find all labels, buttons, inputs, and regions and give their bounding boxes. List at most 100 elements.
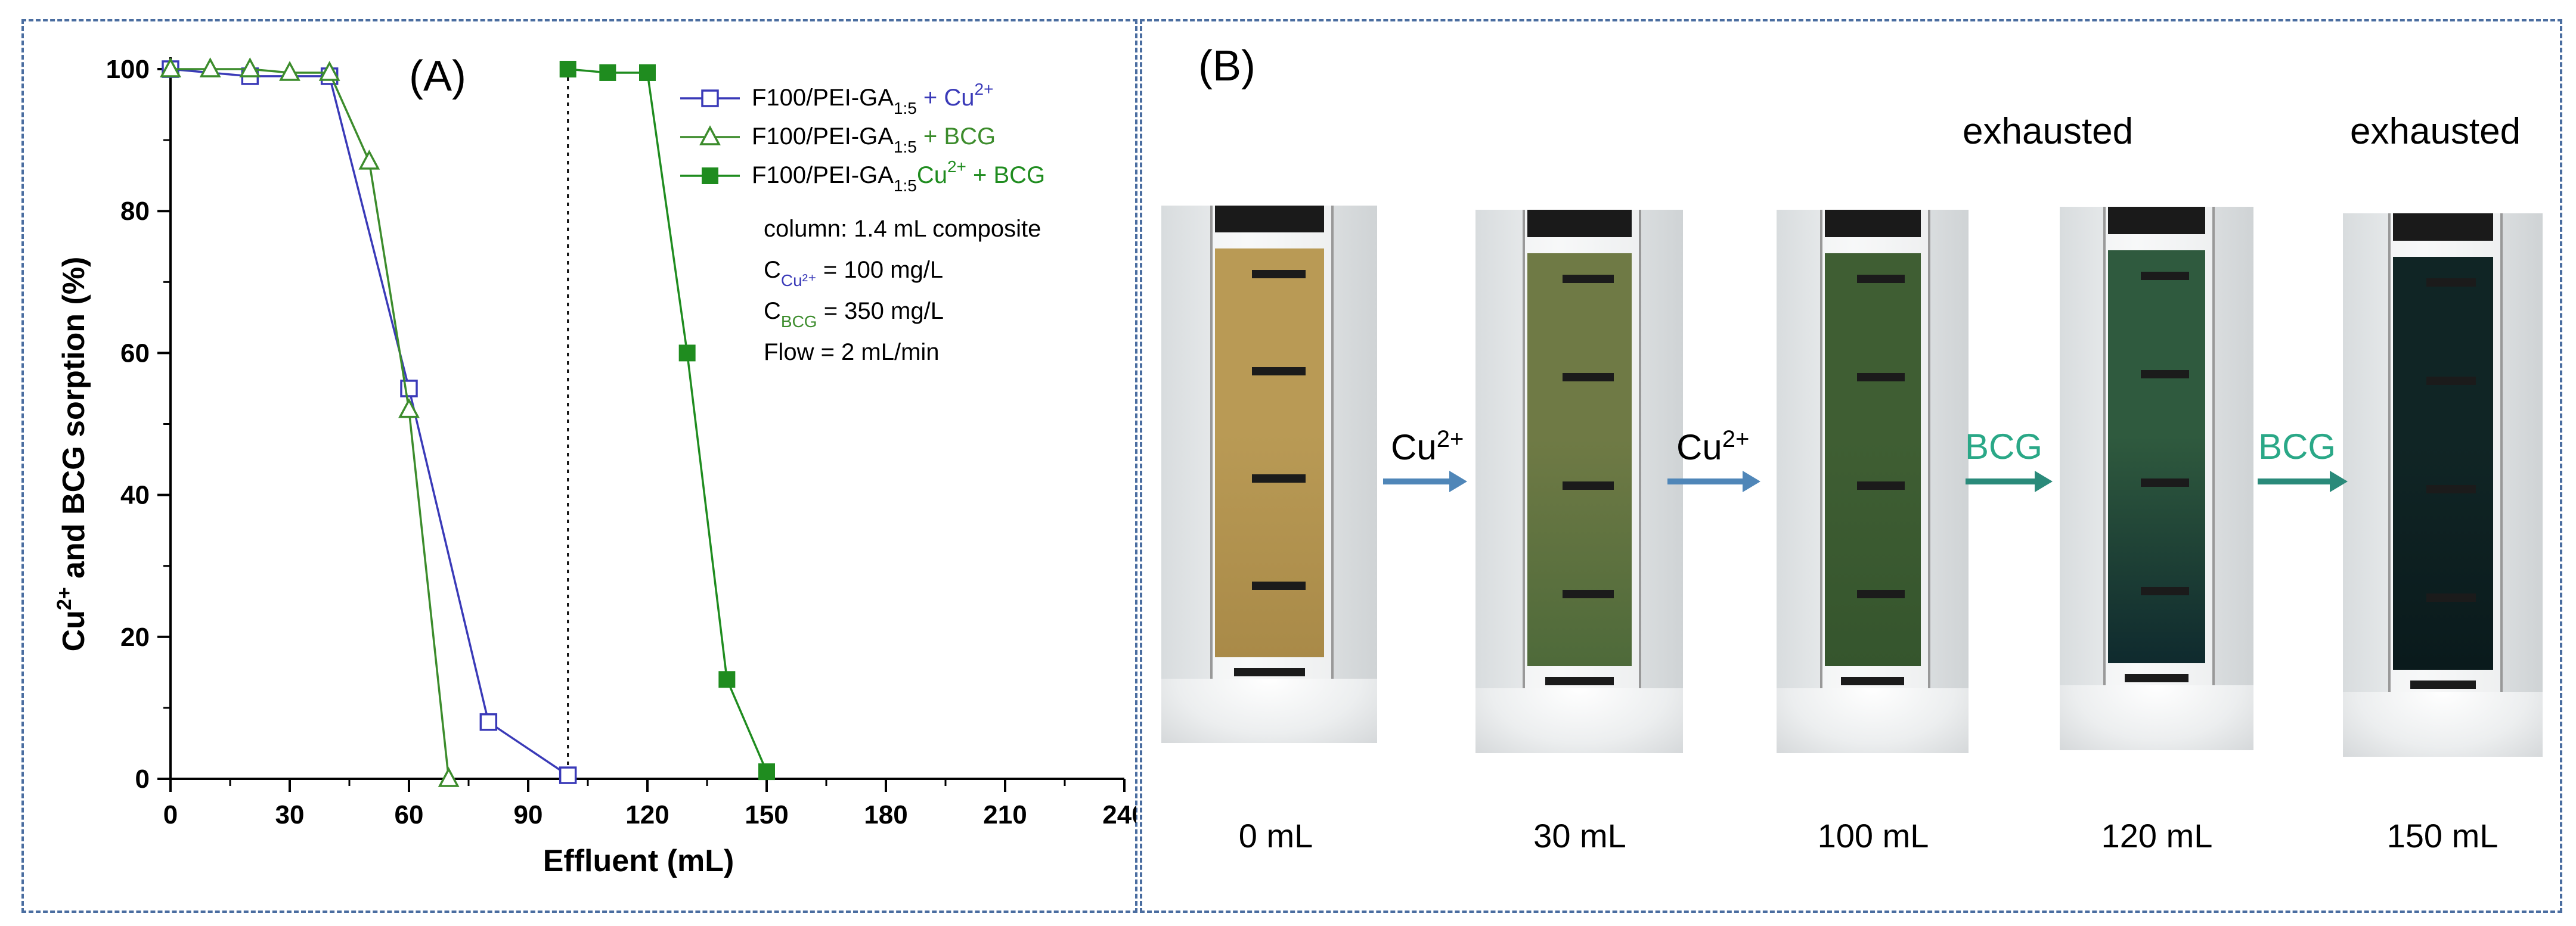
status-label-exhausted: exhausted xyxy=(1963,111,2134,152)
tube-top-plug xyxy=(2393,213,2493,241)
column-photo xyxy=(2343,213,2543,757)
tube-top-plug xyxy=(1215,206,1324,232)
scale-mark xyxy=(1562,590,1614,598)
y-tick-label: 100 xyxy=(106,55,150,84)
bottom-frit xyxy=(1841,677,1905,685)
x-tick-label: 180 xyxy=(864,800,907,829)
tube-top-plug xyxy=(2108,207,2205,234)
series-line xyxy=(568,68,768,772)
scale-mark xyxy=(1856,481,1905,490)
resin-bed xyxy=(2108,250,2205,663)
legend-marker xyxy=(699,125,721,145)
series-line xyxy=(171,68,450,779)
step-arrow xyxy=(1667,471,1760,492)
bottom-frit xyxy=(1545,677,1614,685)
x-tick-label: 30 xyxy=(275,800,305,829)
legend-entry: F100/PEI-GA1:5Cu2+ + BCG xyxy=(752,157,1045,195)
series-line xyxy=(170,68,569,776)
data-point xyxy=(438,767,460,787)
y-axis-label: Cu2+ and BCG sorption (%) xyxy=(53,257,91,652)
data-point xyxy=(400,380,418,397)
photo-caption: 0 mL xyxy=(1238,817,1313,854)
breakthrough-chart: (A) Cu2+ and BCG sorption (%) Effluent (… xyxy=(53,52,1136,878)
panel-a-label: (A) xyxy=(409,52,466,100)
column-photo xyxy=(1475,210,1683,753)
data-point xyxy=(559,61,576,77)
column-photo xyxy=(1777,210,1969,753)
step-label: BCG xyxy=(2258,427,2336,467)
scale-mark xyxy=(1856,590,1905,598)
annotation-line: CBCG = 350 mg/L xyxy=(764,298,944,331)
scale-mark xyxy=(2426,593,2476,602)
x-tick-label: 60 xyxy=(395,800,424,829)
column-holder xyxy=(2060,685,2253,750)
x-tick-label: 0 xyxy=(163,800,178,829)
resin-bed xyxy=(2393,257,2493,670)
series-2 xyxy=(160,57,460,787)
data-point xyxy=(279,61,300,81)
data-point xyxy=(718,671,736,688)
y-tick-label: 20 xyxy=(120,623,150,652)
column-holder xyxy=(1161,679,1377,743)
data-point xyxy=(758,763,775,781)
x-tick-label: 240 xyxy=(1102,800,1136,829)
x-tick-label: 210 xyxy=(983,800,1027,829)
scale-mark xyxy=(2426,278,2476,287)
data-series xyxy=(160,57,775,787)
legend-entry: F100/PEI-GA1:5 + Cu2+ xyxy=(752,80,993,117)
x-axis-label: Effluent (mL) xyxy=(543,844,734,878)
axes: 0 30 60 90 120 150 180 210 240 0 20 40 60 80 100 xyxy=(106,55,1136,829)
step-arrow xyxy=(1383,471,1467,492)
bottom-frit xyxy=(2410,680,2476,689)
y-tick-label: 60 xyxy=(120,338,150,368)
resin-bed xyxy=(1825,253,1921,666)
column-photo xyxy=(2060,207,2253,750)
scale-mark xyxy=(2426,377,2476,385)
photo-caption: 30 mL xyxy=(1533,817,1626,854)
data-point xyxy=(199,57,221,77)
scale-mark xyxy=(2140,272,2189,280)
photo-caption: 120 mL xyxy=(2101,817,2213,854)
annotation-line: column: 1.4 mL composite xyxy=(764,216,1041,242)
x-tick-label: 90 xyxy=(514,800,543,829)
scale-mark xyxy=(1562,481,1614,490)
annotation-line: CCu²⁺ = 100 mg/L xyxy=(764,257,943,290)
scale-mark xyxy=(2426,485,2476,493)
legend-marker xyxy=(701,89,719,107)
y-tick-label: 40 xyxy=(120,481,150,510)
data-point xyxy=(239,57,261,77)
status-label-exhausted: exhausted xyxy=(2350,111,2521,152)
step-arrow xyxy=(2258,471,2348,492)
tube-top-plug xyxy=(1527,210,1632,237)
column-photo xyxy=(1161,206,1377,743)
annotations: column: 1.4 mL composite CCu²⁺ = 100 mg/L… xyxy=(764,216,1041,365)
data-point xyxy=(599,64,616,81)
panel-b-label: (B) xyxy=(1198,42,1256,90)
step-arrow xyxy=(1966,471,2053,492)
scale-mark xyxy=(2140,587,2189,595)
data-point xyxy=(318,61,340,81)
data-point xyxy=(398,397,420,418)
photo-caption: 100 mL xyxy=(1817,817,1929,854)
svg-text:Cu2+ and BCG sorption (%): Cu2+ and BCG sorption (%) xyxy=(53,257,91,652)
scale-mark xyxy=(1251,270,1306,278)
legend-entry: F100/PEI-GA1:5 + BCG xyxy=(752,123,996,156)
data-point xyxy=(358,150,380,170)
resin-bed xyxy=(1215,248,1324,657)
panel-b-frame xyxy=(1140,19,2562,913)
photo-caption: 150 mL xyxy=(2386,817,2498,854)
scale-mark xyxy=(1251,367,1306,375)
annotation-line: Flow = 2 mL/min xyxy=(764,339,940,365)
data-point xyxy=(559,766,577,784)
data-point xyxy=(479,713,498,731)
tube-top-plug xyxy=(1825,210,1921,237)
step-label: Cu2+ xyxy=(1676,426,1750,467)
series-1 xyxy=(162,60,577,784)
scale-mark xyxy=(1251,474,1306,483)
panel-a-frame xyxy=(21,19,1137,913)
scale-mark xyxy=(2140,370,2189,378)
data-point xyxy=(639,64,656,81)
y-tick-label: 80 xyxy=(120,197,150,226)
scale-mark xyxy=(1562,275,1614,283)
x-tick-label: 150 xyxy=(745,800,788,829)
